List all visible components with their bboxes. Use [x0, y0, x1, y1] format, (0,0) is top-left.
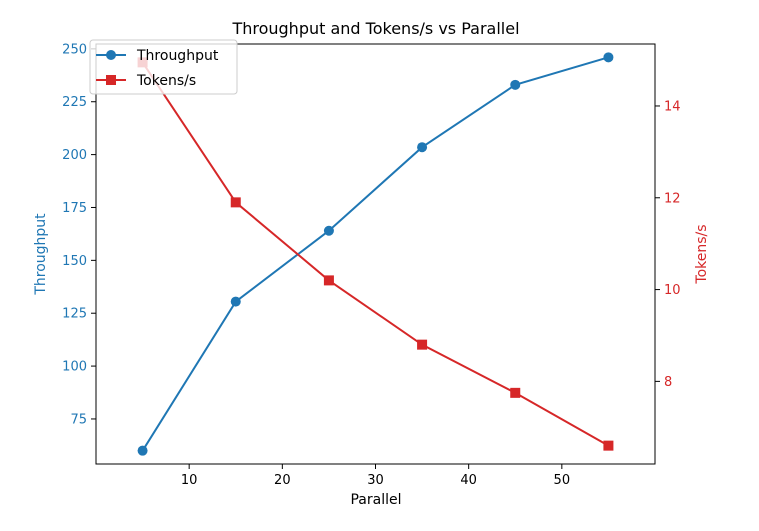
- chart-title: Throughput and Tokens/s vs Parallel: [231, 19, 519, 38]
- plot-area: 10 20 30 40 50 75 100 125 150 175 200 225 250 8 10 12 14…: [62, 39, 681, 488]
- legend-marker-throughput: [106, 50, 116, 60]
- legend-label: Throughput: [136, 48, 219, 64]
- data-point-throughput: [323, 225, 334, 236]
- data-point-throughput: [510, 79, 521, 90]
- legend-box: [89, 39, 238, 95]
- legend: Throughput Tokens/s: [89, 39, 238, 95]
- data-point-throughput: [230, 296, 241, 307]
- x-tick-label: 20: [274, 473, 291, 488]
- data-point-tokens-per-s: [323, 275, 334, 286]
- y-left-tick-label: 75: [70, 412, 87, 427]
- data-point-throughput: [417, 142, 428, 153]
- data-point-tokens-per-s: [417, 339, 428, 350]
- y-right-tick-label: 12: [664, 191, 681, 206]
- y-left-tick-label: 225: [62, 95, 87, 110]
- y-axis-right-label: Tokens/s: [694, 224, 710, 284]
- x-tick-label: 40: [460, 473, 477, 488]
- x-tick-label: 50: [554, 473, 571, 488]
- y-left-tick-label: 200: [62, 148, 87, 163]
- data-point-throughput: [137, 445, 148, 456]
- y-left-tick-label: 100: [62, 360, 87, 375]
- y-axis-left-label: Throughput: [33, 213, 49, 296]
- legend-label: Tokens/s: [136, 73, 196, 89]
- x-tick-label: 30: [367, 473, 384, 488]
- data-point-tokens-per-s: [230, 197, 241, 208]
- x-tick-label: 10: [181, 473, 198, 488]
- y-right-tick-label: 10: [664, 283, 681, 298]
- y-right-tick-label: 8: [664, 375, 672, 390]
- series-line-throughput: [141, 56, 609, 452]
- x-axis-label: Parallel: [350, 492, 401, 508]
- data-point-tokens-per-s: [510, 387, 521, 398]
- y-left-tick-label: 250: [62, 42, 87, 57]
- y-left-tick-label: 125: [62, 307, 87, 322]
- y-left-tick-label: 150: [62, 254, 87, 269]
- series-line-tokens-s: [141, 61, 609, 447]
- y-left-tick-label: 175: [62, 201, 87, 216]
- legend-marker-tokens-per-s: [106, 75, 116, 85]
- y-right-tick-label: 14: [664, 99, 681, 114]
- data-point-tokens-per-s: [603, 440, 614, 451]
- axes-frame: [95, 43, 656, 465]
- data-point-throughput: [603, 52, 614, 63]
